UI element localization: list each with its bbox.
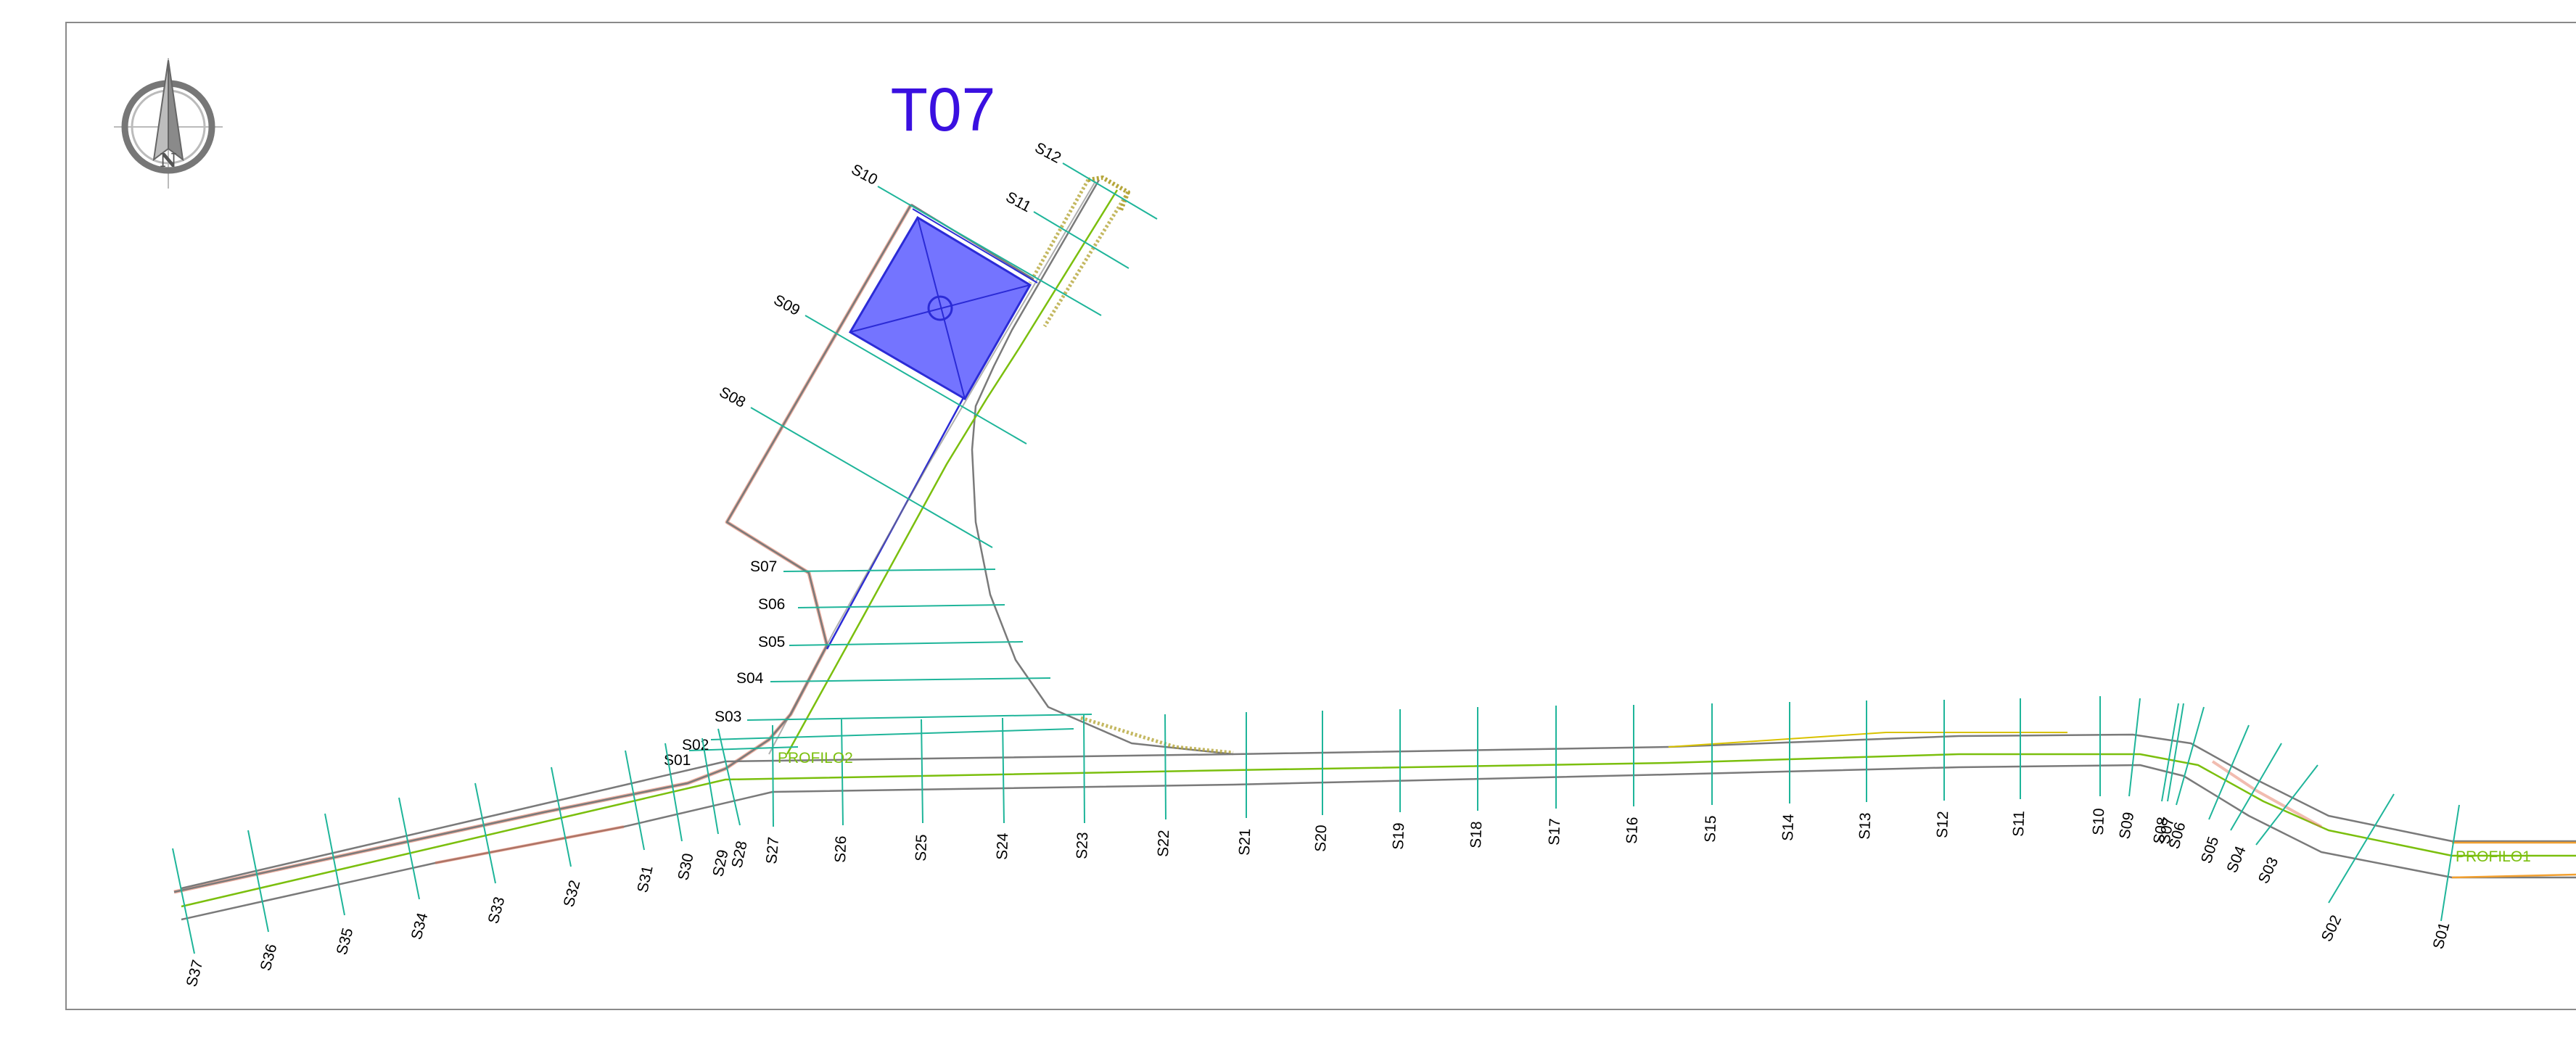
profilo1-section-line-s32 xyxy=(551,767,572,867)
profilo2-section-line-s10 xyxy=(877,186,1102,316)
profilo1-section-line-s01 xyxy=(2440,804,2460,922)
profilo1-section-label-s03: S03 xyxy=(2255,855,2282,887)
profilo1-section-label-s22: S22 xyxy=(1155,830,1172,857)
profilo2-section-label-s07: S07 xyxy=(750,558,777,575)
profilo1-section-line-s29 xyxy=(701,738,719,835)
profilo1-section-label-s17: S17 xyxy=(1546,818,1563,846)
profilo1-section-line-s28 xyxy=(717,728,741,826)
profilo1-section-label-s24: S24 xyxy=(994,833,1011,860)
profilo1-section-label-s19: S19 xyxy=(1390,822,1407,850)
north-label: N xyxy=(160,150,177,172)
profilo1-section-label-s26: S26 xyxy=(832,835,849,863)
profilo1-section-label-s29: S29 xyxy=(709,848,731,878)
profilo1-section-label-s04: S04 xyxy=(2223,843,2249,875)
profilo1-section-label-s36: S36 xyxy=(258,942,281,972)
profilo1-section-label-s14: S14 xyxy=(1779,814,1797,841)
profilo1-section-line-s02 xyxy=(2328,793,2395,904)
profilo2-section-line-s01 xyxy=(688,746,799,751)
profilo1-section-label-s02: S02 xyxy=(2318,913,2345,945)
profilo2-section-line-s11 xyxy=(1033,211,1129,269)
profilo1-section-label-s23: S23 xyxy=(1074,832,1091,859)
profilo1-section-label-s18: S18 xyxy=(1468,821,1485,848)
profilo2-section-label-s12: S12 xyxy=(1032,139,1064,167)
profilo1-section-line-s24 xyxy=(1002,717,1005,824)
profilo1-section-label-s16: S16 xyxy=(1624,817,1641,844)
profilo2-section-label-s06: S06 xyxy=(758,596,785,613)
profilo1-section-line-s37 xyxy=(172,848,195,954)
profilo1-section-line-s04 xyxy=(2230,743,2282,831)
profilo2-section-line-s05 xyxy=(789,641,1024,646)
profilo2-section-label-s05: S05 xyxy=(758,634,785,650)
profilo1-section-line-s03 xyxy=(2255,764,2318,846)
profilo2-section-label-s09: S09 xyxy=(771,292,803,319)
profilo2-section-line-s08 xyxy=(750,407,993,548)
profilo1-section-label-s21: S21 xyxy=(1236,828,1254,856)
profilo1-section-line-s30 xyxy=(664,743,683,842)
profilo1-section-line-s26 xyxy=(841,719,844,826)
profilo2-section-label-s01: S01 xyxy=(664,752,691,769)
profilo2-section-label-s08: S08 xyxy=(717,384,749,411)
profilo2-section-label-s10: S10 xyxy=(849,161,881,189)
profilo2-section-line-s12 xyxy=(1062,162,1158,220)
main-road xyxy=(181,732,2576,921)
profilo2-section-label-s11: S11 xyxy=(1003,189,1034,215)
profilo1-section-label-s37: S37 xyxy=(184,958,207,988)
profilo1-section-label-s35: S35 xyxy=(334,926,357,957)
profilo1-label: PROFILO1 xyxy=(2456,848,2531,865)
profilo1-section-line-s34 xyxy=(398,797,420,900)
profilo1-section-line-s06 xyxy=(2176,706,2205,806)
profilo1-section-label-s34: S34 xyxy=(408,911,432,941)
profilo2-section-line-s03 xyxy=(746,714,1092,721)
profilo1-section-label-s13: S13 xyxy=(1856,812,1874,840)
turbine-pad xyxy=(848,208,1038,401)
profilo1-section-line-s35 xyxy=(324,813,345,916)
profilo1-section-line-s09 xyxy=(2128,698,2141,797)
profilo1-section-line-s05 xyxy=(2208,724,2250,820)
profilo1-section-line-s33 xyxy=(474,782,496,884)
profilo1-section-label-s12: S12 xyxy=(1934,811,1951,838)
profilo1-section-line-s07 xyxy=(2167,703,2184,802)
profilo2-section-line-s02 xyxy=(710,728,1074,740)
profilo2-section-line-s06 xyxy=(797,604,1005,608)
profilo2-section-line-s09 xyxy=(805,315,1027,445)
drawing-frame xyxy=(65,22,2576,1010)
profilo2-section-line-s07 xyxy=(783,569,996,572)
profilo1-section-line-s25 xyxy=(921,719,923,824)
profilo1-section-label-s27: S27 xyxy=(763,836,782,864)
profilo1-section-line-s36 xyxy=(247,830,269,933)
profilo1-section-label-s15: S15 xyxy=(1702,815,1719,843)
profilo1-section-line-s22 xyxy=(1164,714,1166,820)
map-title: T07 xyxy=(891,75,996,144)
profilo1-section-label-s32: S32 xyxy=(561,878,584,909)
profilo2-section-label-s03: S03 xyxy=(715,708,741,725)
north-arrow-icon: N xyxy=(114,58,223,189)
profilo1-section-label-s01: S01 xyxy=(2430,920,2453,951)
access-road xyxy=(768,175,1234,756)
profilo1-section-line-s08 xyxy=(2161,703,2179,802)
profilo2-section-line-s04 xyxy=(770,677,1051,682)
profilo2-label: PROFILO2 xyxy=(778,750,853,767)
profilo1-section-label-s05: S05 xyxy=(2198,835,2222,866)
profilo1-section-line-s31 xyxy=(625,750,645,851)
profilo1-section-label-s33: S33 xyxy=(485,895,509,925)
profilo1-section-label-s30: S30 xyxy=(675,852,696,882)
profilo1-section-line-s23 xyxy=(1083,714,1085,824)
profilo2-section-label-s04: S04 xyxy=(736,670,764,687)
profilo1-section-label-s20: S20 xyxy=(1312,825,1330,852)
profilo1-section-label-s09: S09 xyxy=(2116,811,2137,840)
profilo1-section-label-s31: S31 xyxy=(634,864,656,894)
profilo1-section-label-s11: S11 xyxy=(2010,811,2028,838)
profilo1-section-label-s28: S28 xyxy=(728,840,750,869)
profilo1-section-label-s25: S25 xyxy=(913,834,930,862)
profilo1-section-label-s10: S10 xyxy=(2090,808,2107,835)
